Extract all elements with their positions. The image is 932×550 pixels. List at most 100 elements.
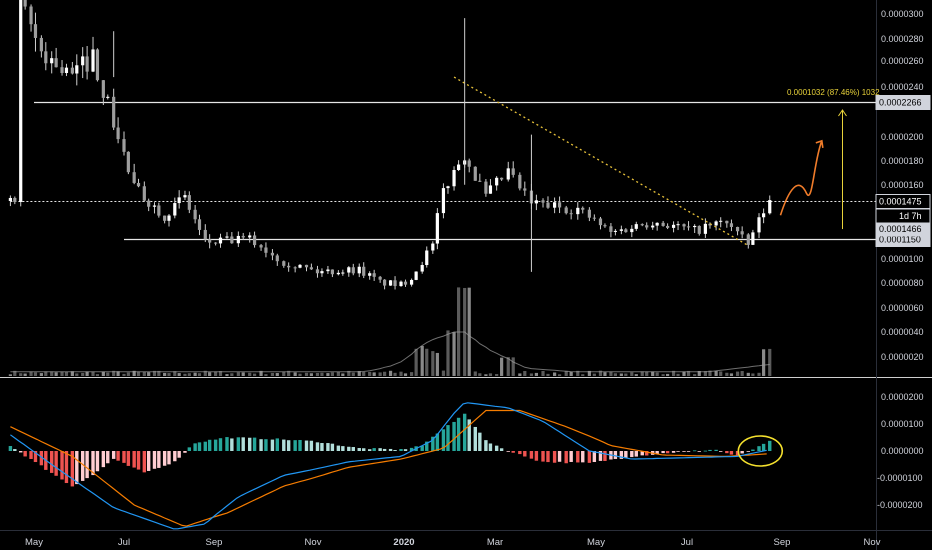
candle[interactable]	[347, 266, 351, 277]
candle[interactable]	[441, 183, 446, 219]
candle[interactable]	[23, 0, 27, 10]
candle[interactable]	[241, 232, 245, 240]
macd-scale[interactable]: 0.0000200 0.0000100 0.0000000 -0.0000100 -0.…	[877, 392, 924, 510]
candle[interactable]	[751, 229, 755, 246]
candle[interactable]	[697, 225, 701, 236]
candle[interactable]	[495, 176, 499, 191]
candle[interactable]	[553, 197, 557, 214]
candle[interactable]	[315, 265, 320, 278]
candle[interactable]	[388, 280, 393, 286]
candle[interactable]	[142, 181, 146, 202]
candle[interactable]	[655, 222, 659, 231]
candle[interactable]	[214, 242, 218, 246]
candle[interactable]	[309, 263, 313, 270]
candle[interactable]	[603, 223, 607, 228]
candle[interactable]	[330, 269, 334, 278]
candle[interactable]	[420, 261, 424, 274]
candle[interactable]	[393, 276, 397, 290]
candle[interactable]	[645, 222, 649, 230]
candle[interactable]	[587, 207, 591, 222]
candle[interactable]	[757, 213, 761, 238]
candle[interactable]	[488, 179, 493, 194]
candle[interactable]	[197, 214, 202, 236]
candle[interactable]	[116, 117, 120, 144]
candle[interactable]	[564, 205, 568, 215]
candle[interactable]	[372, 269, 376, 281]
candle[interactable]	[634, 221, 638, 231]
candle[interactable]	[661, 220, 665, 227]
candle[interactable]	[70, 61, 74, 75]
candle[interactable]	[651, 221, 655, 230]
candle[interactable]	[336, 270, 340, 276]
candle[interactable]	[693, 224, 697, 233]
candle[interactable]	[740, 226, 744, 239]
candle[interactable]	[264, 242, 268, 258]
candle[interactable]	[341, 269, 345, 276]
candle[interactable]	[409, 278, 414, 287]
candle[interactable]	[703, 218, 707, 238]
candle[interactable]	[457, 160, 461, 172]
candle[interactable]	[326, 265, 330, 274]
candle[interactable]	[85, 45, 89, 80]
candle[interactable]	[95, 48, 100, 82]
candle[interactable]	[248, 232, 252, 243]
descending-trendline[interactable]	[453, 76, 749, 247]
candle[interactable]	[435, 208, 439, 250]
candle[interactable]	[613, 229, 617, 236]
candle[interactable]	[351, 263, 355, 276]
candle[interactable]	[546, 196, 550, 209]
candle[interactable]	[19, 0, 23, 207]
candle[interactable]	[208, 234, 212, 249]
candle[interactable]	[378, 275, 382, 283]
candle[interactable]	[511, 161, 515, 178]
candle[interactable]	[403, 279, 408, 287]
candle[interactable]	[446, 185, 450, 194]
candle[interactable]	[630, 225, 634, 238]
candle[interactable]	[518, 172, 522, 191]
candle[interactable]	[50, 51, 54, 74]
candle[interactable]	[147, 198, 151, 212]
candle[interactable]	[33, 12, 38, 52]
candle[interactable]	[193, 205, 197, 224]
candle[interactable]	[592, 214, 596, 221]
candle[interactable]	[298, 263, 302, 269]
candle[interactable]	[157, 202, 161, 218]
candle[interactable]	[541, 198, 545, 208]
candle[interactable]	[152, 202, 157, 214]
candle[interactable]	[640, 223, 644, 227]
candle[interactable]	[686, 221, 691, 231]
candle[interactable]	[106, 94, 110, 100]
macd-pane[interactable]	[8, 402, 784, 530]
candle[interactable]	[203, 224, 207, 243]
candle[interactable]	[729, 219, 734, 232]
candle[interactable]	[500, 177, 504, 181]
candle[interactable]	[39, 35, 43, 58]
candle[interactable]	[287, 262, 291, 272]
candle[interactable]	[44, 42, 48, 71]
candle[interactable]	[304, 264, 309, 272]
candle[interactable]	[576, 202, 580, 220]
candle[interactable]	[54, 47, 58, 68]
candle[interactable]	[357, 263, 361, 278]
candle[interactable]	[320, 268, 324, 277]
candle[interactable]	[218, 233, 223, 248]
candle[interactable]	[64, 63, 69, 77]
candle[interactable]	[725, 220, 729, 228]
macd-line[interactable]	[10, 402, 767, 530]
candle[interactable]	[252, 231, 257, 248]
candle[interactable]	[762, 208, 766, 224]
candle[interactable]	[383, 279, 387, 290]
candle[interactable]	[624, 228, 628, 233]
candle[interactable]	[676, 221, 680, 231]
candle[interactable]	[719, 217, 723, 228]
candle[interactable]	[132, 163, 136, 185]
candle[interactable]	[569, 209, 573, 220]
candle[interactable]	[13, 196, 17, 205]
candle[interactable]	[126, 151, 130, 175]
candle[interactable]	[746, 233, 750, 249]
candle[interactable]	[225, 232, 229, 239]
projection-arrow[interactable]	[779, 140, 823, 216]
candle[interactable]	[467, 158, 471, 173]
candle[interactable]	[598, 216, 603, 230]
